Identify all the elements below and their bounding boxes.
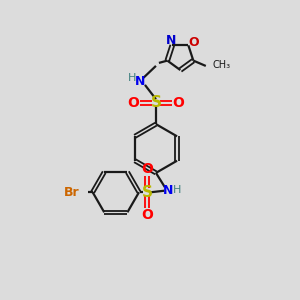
Text: H: H xyxy=(173,185,182,195)
Text: O: O xyxy=(128,96,140,110)
Text: N: N xyxy=(135,75,146,88)
Text: S: S xyxy=(150,95,161,110)
Text: N: N xyxy=(163,184,174,197)
Text: O: O xyxy=(172,96,184,110)
Text: CH₃: CH₃ xyxy=(213,60,231,70)
Text: O: O xyxy=(141,208,153,222)
Text: N: N xyxy=(166,34,176,47)
Text: Br: Br xyxy=(64,186,80,199)
Text: O: O xyxy=(188,36,199,50)
Text: H: H xyxy=(128,74,136,83)
Text: O: O xyxy=(141,162,153,176)
Text: S: S xyxy=(142,185,152,200)
